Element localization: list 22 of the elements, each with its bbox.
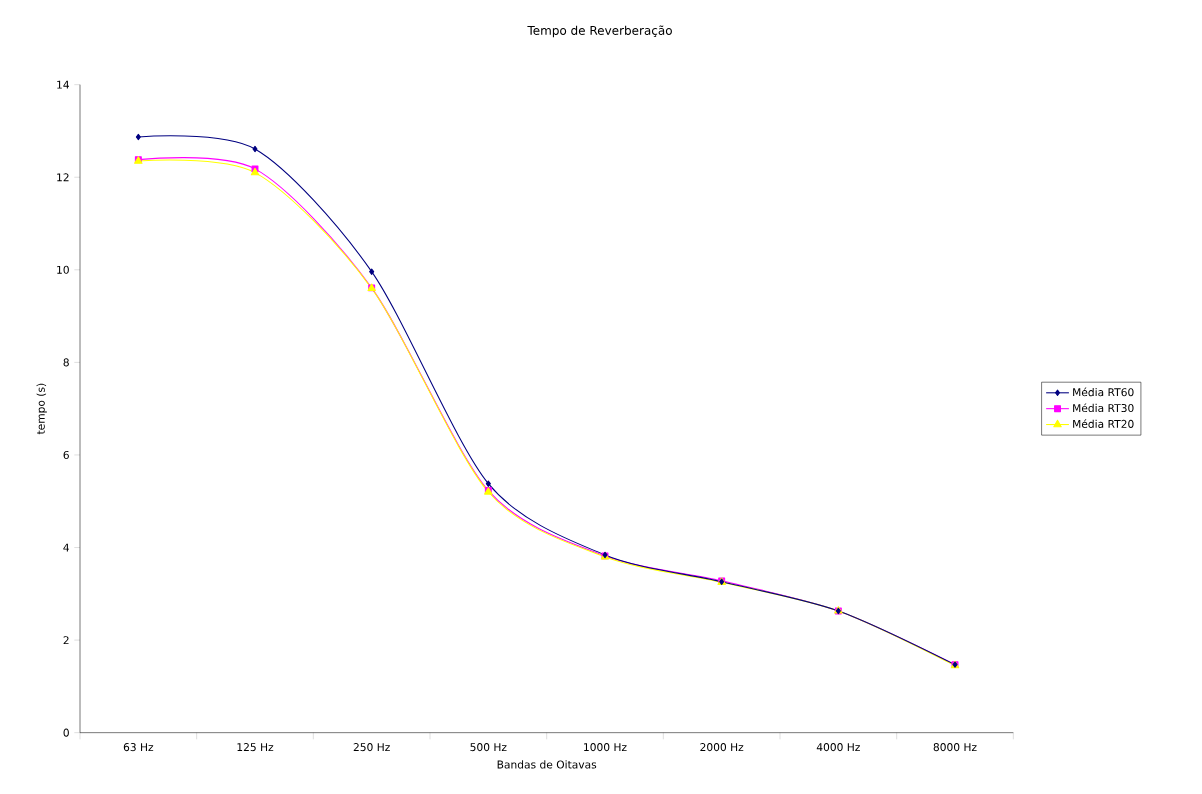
x-tick-label: 4000 Hz	[816, 743, 860, 752]
y-tick-label: 2	[63, 636, 69, 645]
x-tick-label: 2000 Hz	[700, 743, 744, 752]
y-tick-label: 12	[57, 173, 69, 182]
legend-label: Média RT60	[1073, 387, 1134, 397]
y-tick-label: 4	[63, 543, 70, 552]
x-tick-label: 8000 Hz	[933, 743, 977, 752]
legend-label: Média RT20	[1073, 419, 1134, 428]
y-tick-label: 14	[57, 80, 70, 89]
y-tick-label: 10	[57, 265, 69, 274]
chart-title: Tempo de Reverberação	[527, 25, 672, 38]
x-tick-label: 1000 Hz	[584, 743, 627, 752]
y-axis-title: tempo (s)	[36, 383, 47, 435]
legend-label: Média RT30	[1073, 403, 1134, 413]
x-tick-label: 63 Hz	[123, 743, 154, 752]
y-tick-label: 6	[63, 450, 69, 459]
x-tick-label: 125 Hz	[237, 743, 274, 752]
x-axis-title: Bandas de Oitavas	[497, 760, 597, 769]
x-tick-label: 250 Hz	[353, 743, 390, 752]
x-tick-label: 500 Hz	[470, 743, 507, 752]
y-tick-label: 8	[63, 358, 69, 367]
y-tick-label: 0	[63, 728, 69, 737]
